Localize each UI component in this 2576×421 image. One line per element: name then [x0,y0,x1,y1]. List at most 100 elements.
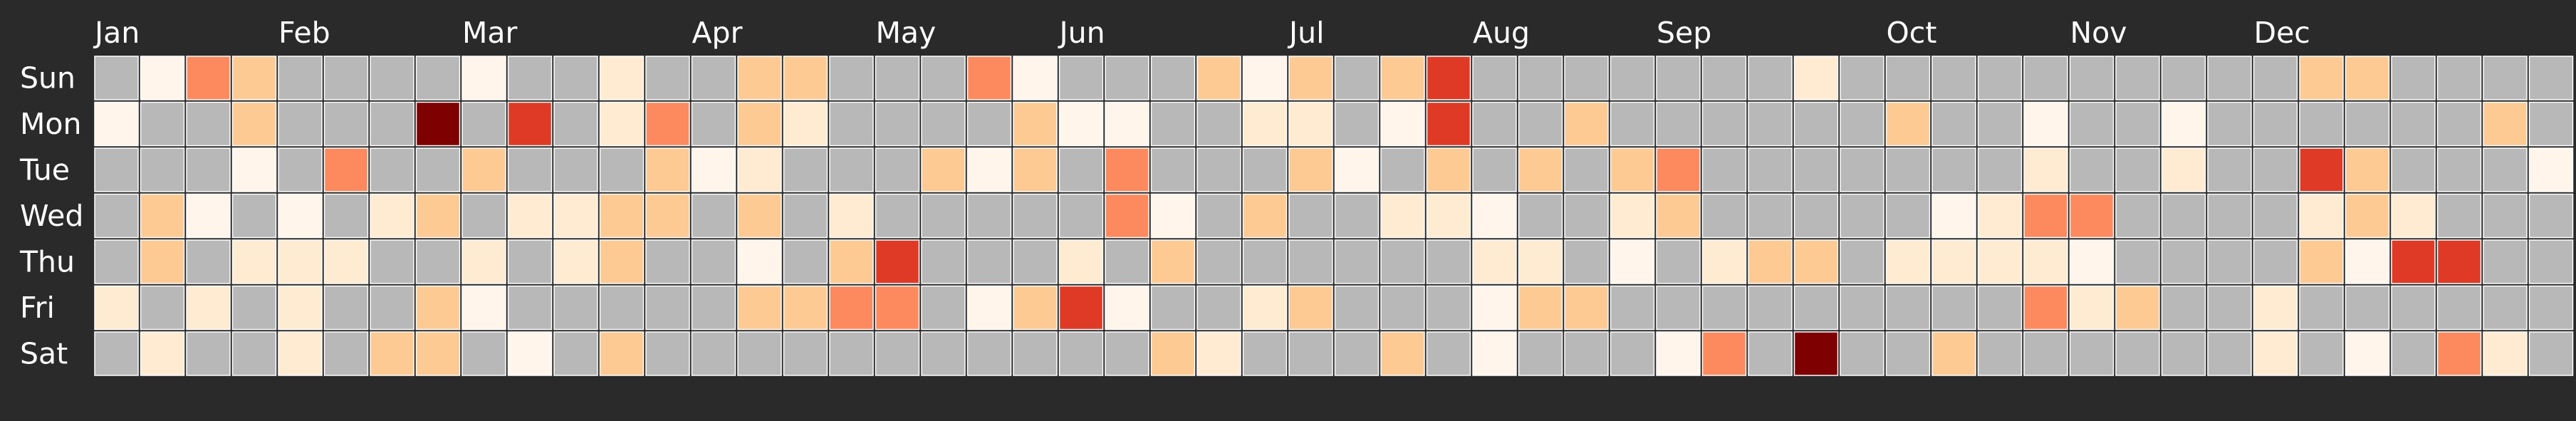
heatmap-cell [2345,239,2390,284]
heatmap-cell [2483,285,2528,331]
heatmap-cell [1931,56,1976,100]
heatmap-cell [2207,285,2252,331]
heatmap-cell [323,147,369,192]
heatmap-cell [2115,147,2160,192]
heatmap-cell [1977,239,2023,284]
month-label: Aug [1473,16,1530,50]
heatmap-cell [2115,285,2160,331]
heatmap-cell [2345,101,2390,147]
heatmap-cell [1518,193,1563,239]
month-label: Dec [2254,16,2310,50]
heatmap-cell [1013,147,1058,192]
heatmap-cell [140,285,185,331]
heatmap-cell [1472,147,1517,192]
heatmap-cell [553,239,598,284]
heatmap-cell [140,239,185,284]
heatmap-cell [1334,239,1380,284]
heatmap-cell [1334,147,1380,192]
heatmap-cell [1885,239,1931,284]
heatmap-cell [462,239,506,284]
heatmap-cell [921,101,966,147]
heatmap-cell [462,56,506,100]
heatmap-cell [94,239,139,284]
heatmap-cell [1150,101,1196,147]
heatmap-cell [645,101,690,147]
heatmap-cell [2161,239,2206,284]
heatmap-cell [2483,147,2528,192]
heatmap-cell [415,331,461,376]
heatmap-cell [2391,101,2436,147]
heatmap-cells [94,56,2574,376]
weekday-label: Mon [20,107,81,141]
heatmap-cell [2023,239,2068,284]
heatmap-cell [370,331,414,376]
heatmap-cell [186,239,231,284]
heatmap-cell [2436,239,2482,284]
heatmap-cell [2207,193,2252,239]
heatmap-cell [507,239,553,284]
heatmap-cell [1656,331,1701,376]
heatmap-cell [1977,56,2023,100]
heatmap-cell [186,147,231,192]
heatmap-cell [2391,193,2436,239]
heatmap-cell [2161,147,2206,192]
heatmap-cell [1885,101,1931,147]
heatmap-cell [691,331,736,376]
heatmap-cell [1334,193,1380,239]
weekday-labels: Sun Mon Tue Wed Thu Fri Sat [19,61,83,371]
month-label: Mar [462,16,517,50]
heatmap-cell [2436,56,2482,100]
heatmap-cell [323,101,369,147]
heatmap-cell [829,239,874,284]
heatmap-cell [1242,239,1288,284]
month-label: May [876,16,937,50]
heatmap-cell [2528,101,2574,147]
heatmap-cell [737,285,782,331]
heatmap-cell [1242,193,1288,239]
heatmap-cell [1701,285,1747,331]
month-label: Apr [692,16,743,50]
heatmap-cell [2345,331,2390,376]
heatmap-cell [507,147,553,192]
weekday-label: Sun [20,61,75,95]
heatmap-cell [1426,331,1471,376]
heatmap-cell [278,193,323,239]
heatmap-cell [645,331,690,376]
heatmap-cell [2115,331,2160,376]
heatmap-cell [1840,239,1884,284]
heatmap-cell [1748,147,1793,192]
heatmap-cell [553,285,598,331]
heatmap-cell [737,56,782,100]
heatmap-cell [1472,101,1517,147]
heatmap-cell [2299,147,2344,192]
heatmap-cell [1931,239,1976,284]
heatmap-cell [94,193,139,239]
heatmap-cell [1977,147,2023,192]
heatmap-cell [507,193,553,239]
heatmap-cell [186,193,231,239]
heatmap-cell [1288,239,1333,284]
heatmap-cell [1840,147,1884,192]
heatmap-cell [1150,56,1196,100]
heatmap-cell [1013,285,1058,331]
heatmap-cell [1701,56,1747,100]
heatmap-cell [1105,331,1149,376]
month-label: Jul [1287,16,1324,50]
heatmap-cell [1196,147,1241,192]
heatmap-cell [278,147,323,192]
heatmap-cell [783,147,828,192]
heatmap-cell [737,193,782,239]
heatmap-cell [1426,193,1471,239]
heatmap-cell [1977,193,2023,239]
heatmap-cell [1058,193,1104,239]
heatmap-cell [140,101,185,147]
heatmap-cell [875,285,920,331]
heatmap-cell [966,285,1012,331]
heatmap-cell [1426,239,1471,284]
heatmap-cell [1793,331,1839,376]
heatmap-cell [1380,56,1425,100]
heatmap-cell [829,331,874,376]
heatmap-cell [140,193,185,239]
heatmap-cell [415,239,461,284]
heatmap-cell [921,285,966,331]
